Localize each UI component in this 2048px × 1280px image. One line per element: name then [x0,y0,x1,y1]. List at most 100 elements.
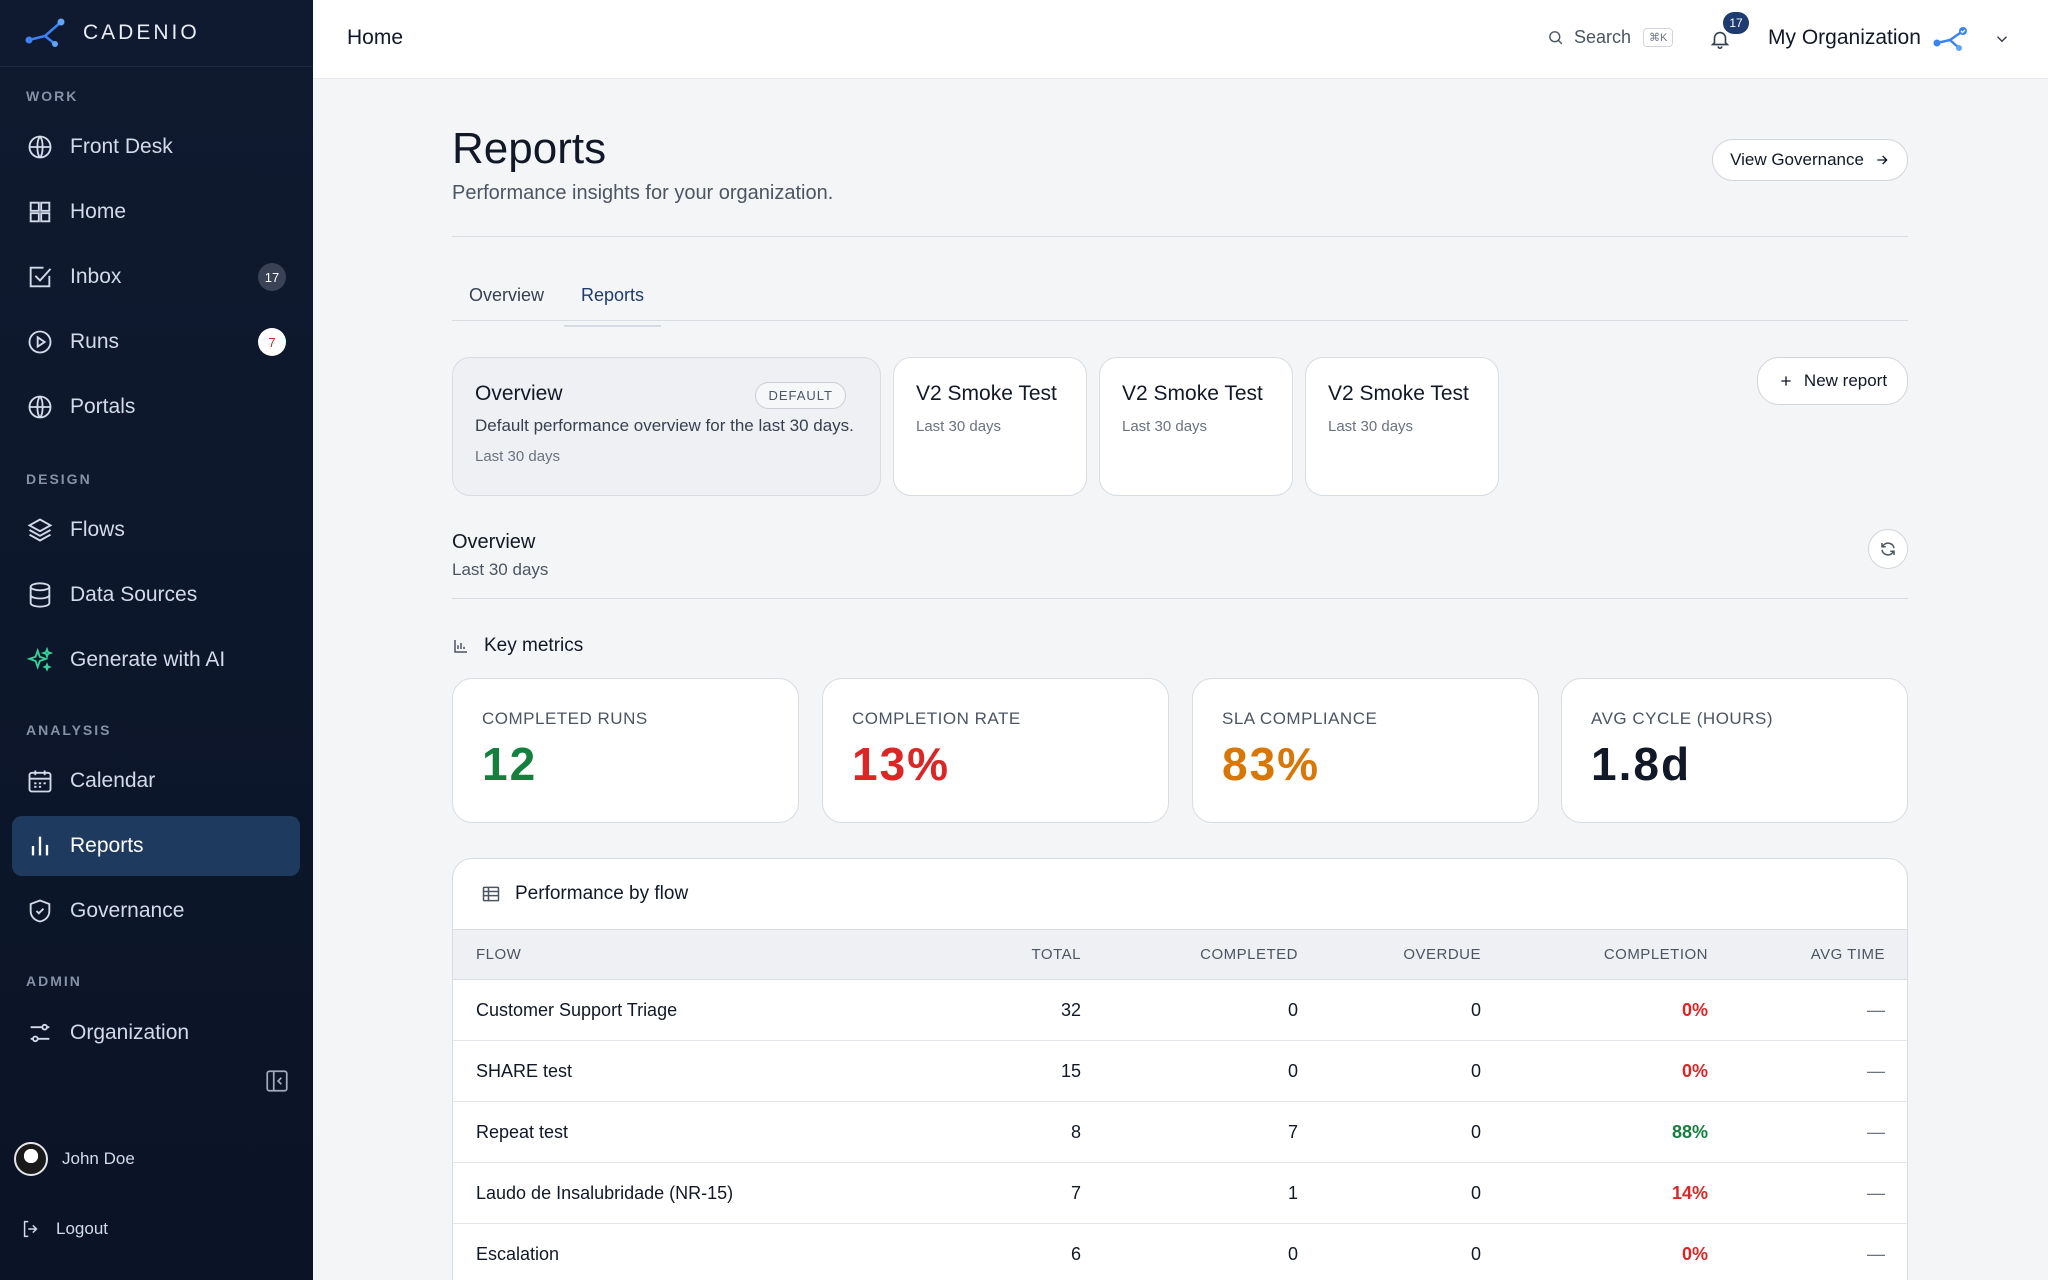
column-header-overdue[interactable]: OVERDUE [1403,946,1481,963]
cell-completion: 0% [1681,1060,1708,1081]
new-report-label: New report [1803,371,1888,390]
bar-chart-icon [26,832,54,860]
metric-value: 1.8d [1591,738,1692,790]
sidebar-item-portals[interactable]: Portals [12,377,300,437]
section-label-design: DESIGN [26,471,92,487]
sidebar-item-reports[interactable]: Reports [12,816,300,876]
cell-overdue: 0 [1470,1121,1481,1142]
sidebar-item-inbox[interactable]: Inbox 17 [12,247,300,307]
table-row[interactable]: Escalation 6 0 0 0% — [453,1224,1907,1280]
bell-icon[interactable] [1709,28,1731,50]
sidebar-item-label: Front Desk [70,135,173,158]
section-divider [452,598,1908,599]
cell-flow: Escalation [476,1243,560,1264]
section-label-admin: ADMIN [26,973,82,989]
tab-reports[interactable]: Reports [564,285,662,327]
sidebar-item-generate-ai[interactable]: Generate with AI [12,630,300,690]
cell-avg-time: — [1867,1060,1885,1081]
cell-total: 15 [1060,1060,1081,1081]
table-heading: Performance by flow [453,859,1907,929]
report-card-range: Last 30 days [475,448,561,465]
cell-flow: Repeat test [476,1121,569,1142]
cell-completion: 0% [1681,1243,1708,1264]
tab-overview[interactable]: Overview [469,285,545,305]
sidebar-item-runs[interactable]: Runs 7 [12,312,300,372]
cell-avg-time: — [1867,1121,1885,1142]
grid-icon [26,198,54,226]
cell-completion: 14% [1671,1182,1708,1203]
table-title: Performance by flow [515,883,689,904]
cell-flow: SHARE test [476,1060,573,1081]
report-card-overview[interactable]: Overview DEFAULT Default performance ove… [452,357,881,496]
cell-total: 6 [1070,1243,1081,1264]
report-card-v2-smoke-test[interactable]: V2 Smoke Test Last 30 days [1099,357,1293,496]
search-label: Search [1574,27,1632,47]
sidebar-item-flows[interactable]: Flows [12,500,300,560]
report-card-range: Last 30 days [1122,418,1208,435]
cell-total: 8 [1070,1121,1081,1142]
table-row[interactable]: Repeat test 8 7 0 88% — [453,1102,1907,1163]
cell-overdue: 0 [1470,1243,1481,1264]
sliders-icon [26,1019,54,1047]
table-header: FLOW TOTAL COMPLETED OVERDUE COMPLETION … [453,929,1907,980]
runs-count-badge: 7 [258,328,286,356]
sidebar-item-label: Runs [70,330,120,353]
table-row[interactable]: Customer Support Triage 32 0 0 0% — [453,980,1907,1041]
metric-card-avg-cycle: AVG CYCLE (HOURS) 1.8d [1561,678,1908,823]
sidebar-item-calendar[interactable]: Calendar [12,751,300,811]
page-subtitle: Performance insights for your organizati… [452,182,834,204]
notification-badge: 17 [1723,12,1749,34]
cell-avg-time: — [1867,999,1885,1020]
new-report-button[interactable]: New report [1757,357,1908,405]
column-header-completion[interactable]: COMPLETION [1603,946,1708,963]
report-card-title: V2 Smoke Test [1122,382,1263,405]
brand[interactable]: CADENIO [0,0,313,67]
report-card-v2-smoke-test[interactable]: V2 Smoke Test Last 30 days [1305,357,1499,496]
sidebar-item-label: Organization [70,1021,190,1044]
cell-completion: 88% [1671,1121,1708,1142]
cell-flow: Laudo de Insalubridade (NR-15) [476,1182,734,1203]
section-label-work: WORK [26,88,79,104]
sidebar-item-home[interactable]: Home [12,182,300,242]
sidebar-item-front-desk[interactable]: Front Desk [12,117,300,177]
section-subtitle: Last 30 days [452,560,549,579]
metric-value: 83% [1222,738,1321,790]
cell-flow: Customer Support Triage [476,999,678,1020]
breadcrumb[interactable]: Home [347,26,404,49]
report-card-v2-smoke-test[interactable]: V2 Smoke Test Last 30 days [893,357,1087,496]
column-header-total[interactable]: TOTAL [1031,946,1081,963]
metric-card-completion-rate: COMPLETION RATE 13% [822,678,1169,823]
column-header-flow[interactable]: FLOW [476,946,522,963]
cell-completion: 0% [1681,999,1708,1020]
default-badge: DEFAULT [755,382,846,409]
arrow-right-icon [1877,155,1888,165]
metric-card-completed-runs: COMPLETED RUNS 12 [452,678,799,823]
play-circle-icon [26,328,54,356]
refresh-button[interactable] [1868,529,1908,569]
sidebar-item-organization[interactable]: Organization [12,1003,300,1063]
view-governance-button[interactable]: View Governance [1712,139,1908,181]
sidebar-item-data-sources[interactable]: Data Sources [12,565,300,625]
topbar: Home Search ⌘K 17 My Organization [313,0,2048,79]
sidebar-item-label: Governance [70,899,185,922]
metric-value: 13% [852,738,951,790]
report-card-title: V2 Smoke Test [1328,382,1469,405]
sidebar: CADENIO WORK Front Desk Home Inbox 17 Ru… [0,0,313,1280]
table-row[interactable]: SHARE test 15 0 0 0% — [453,1041,1907,1102]
search-shortcut: ⌘K [1643,28,1674,47]
user-profile[interactable]: John Doe [14,1142,135,1176]
chevron-down-icon[interactable] [1993,30,2011,48]
column-header-avg-time[interactable]: AVG TIME [1810,946,1885,963]
collapse-sidebar-icon[interactable] [264,1068,290,1094]
table-row[interactable]: Laudo de Insalubridade (NR-15) 7 1 0 14%… [453,1163,1907,1224]
key-metrics-title: Key metrics [484,635,584,656]
org-switcher-label[interactable]: My Organization [1768,26,1921,49]
report-card-range: Last 30 days [916,418,1002,435]
search-button[interactable]: Search ⌘K [1547,27,1674,48]
sidebar-item-governance[interactable]: Governance [12,881,300,941]
logout-button[interactable]: Logout [20,1218,108,1240]
key-metrics-heading: Key metrics [452,635,583,657]
layers-icon [26,516,54,544]
metric-value: 12 [482,738,538,790]
column-header-completed[interactable]: COMPLETED [1200,946,1298,963]
